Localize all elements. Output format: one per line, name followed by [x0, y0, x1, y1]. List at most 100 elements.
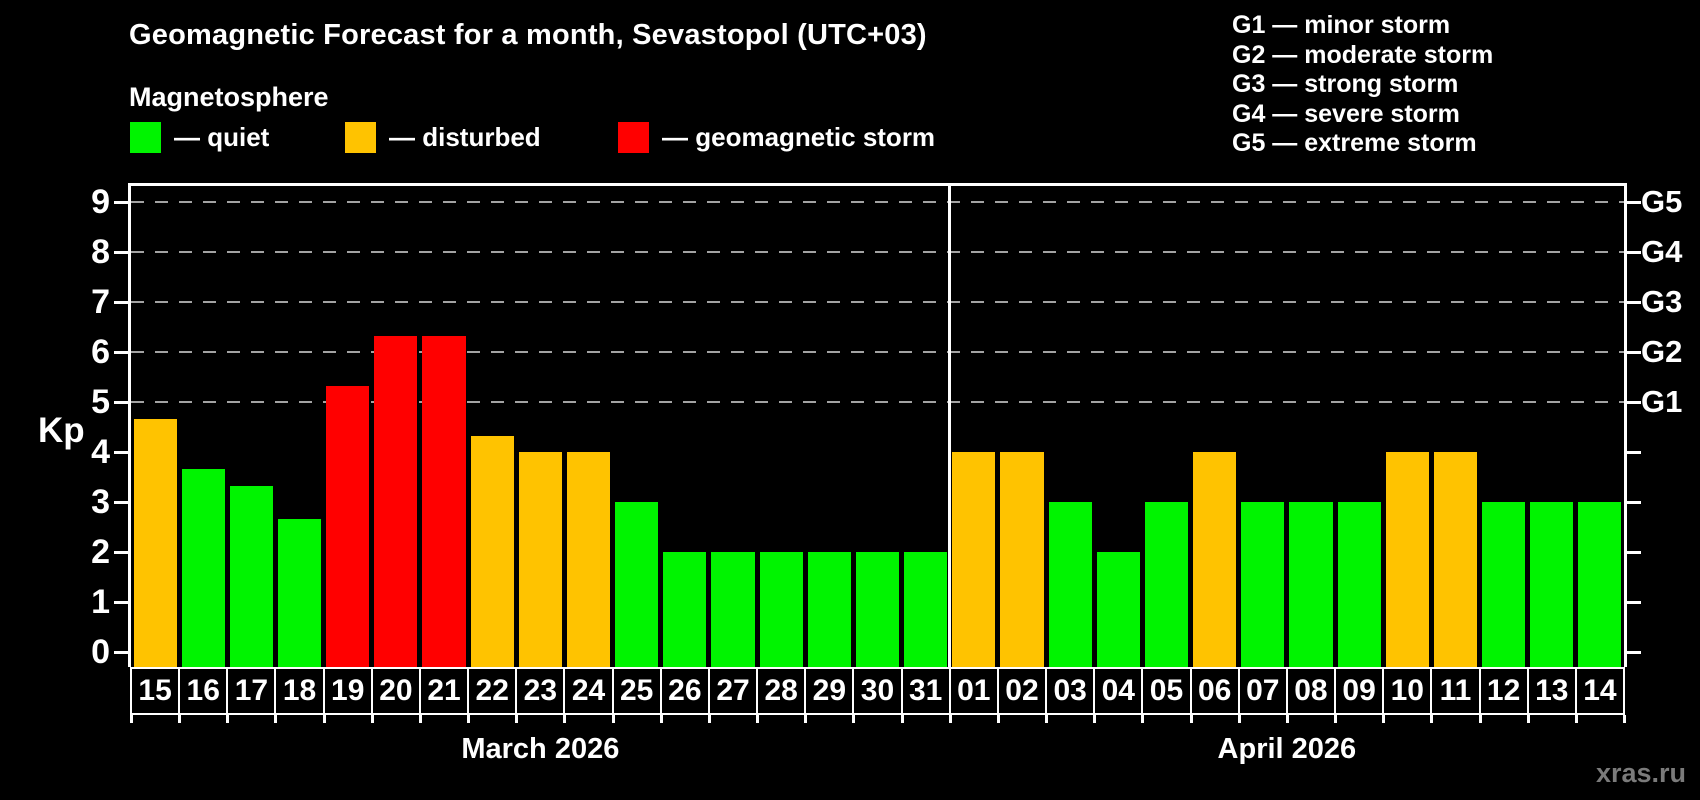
watermark: xras.ru [1595, 758, 1686, 788]
kp-bar [615, 502, 659, 667]
day-label: 16 [178, 667, 229, 715]
day-label: 08 [1285, 667, 1337, 715]
kp-axis-tick [114, 300, 131, 304]
plot-area [128, 183, 1627, 667]
magnetosphere-legend-heading: Magnetosphere [129, 82, 329, 112]
day-label: 19 [322, 667, 373, 715]
g1-legend-line: G1 — minor storm [1232, 11, 1451, 39]
kp-gridline [131, 201, 1624, 203]
g-axis-tick [1624, 350, 1641, 354]
kp-bar [1000, 452, 1044, 667]
day-label: 03 [1045, 667, 1096, 715]
day-label: 02 [996, 667, 1048, 715]
day-boundary-tick [1382, 715, 1386, 723]
day-label: 29 [804, 667, 855, 715]
kp-bar [952, 452, 996, 667]
day-boundary-tick [563, 715, 567, 723]
day-label: 27 [707, 667, 759, 715]
g-scale-axis-label: G4 [1641, 234, 1683, 269]
day-label: 25 [611, 667, 662, 715]
day-label: 24 [563, 667, 614, 715]
kp-bar [1096, 552, 1140, 667]
day-label: 17 [226, 667, 277, 715]
day-boundary-tick [1430, 715, 1434, 723]
kp-bar [229, 485, 273, 667]
kp-bar [1578, 502, 1622, 667]
kp-bar [1048, 502, 1092, 667]
g-axis-tick [1624, 550, 1641, 554]
day-label: 01 [948, 667, 999, 715]
day-boundary-tick [900, 715, 904, 723]
g-axis-tick [1624, 450, 1641, 454]
kp-axis-tick-label: 9 [91, 183, 110, 221]
kp-bar [277, 518, 322, 667]
day-boundary-tick [1141, 715, 1145, 723]
kp-bar [1482, 502, 1526, 667]
kp-axis-tick-label: 2 [91, 533, 110, 571]
day-boundary-tick [515, 715, 519, 723]
g-scale-axis-label: G3 [1641, 284, 1683, 319]
day-label: 22 [467, 667, 518, 715]
g-axis-tick [1624, 250, 1641, 254]
kp-bar [711, 552, 755, 667]
day-boundary-tick [852, 715, 856, 723]
kp-axis-tick-label: 5 [91, 383, 110, 421]
day-boundary-tick [418, 715, 422, 723]
kp-bar [133, 418, 177, 667]
kp-gridline [131, 351, 1624, 353]
g-axis-tick [1624, 650, 1641, 654]
kp-axis-tick-label: 4 [91, 433, 110, 471]
g-scale-axis-label: G2 [1641, 334, 1683, 369]
kp-bar [1241, 502, 1285, 667]
day-boundary-tick [1093, 715, 1097, 723]
kp-axis-tick [114, 400, 131, 404]
kp-bar [855, 552, 900, 667]
kp-gridline [131, 301, 1624, 303]
kp-axis-tick [114, 250, 131, 254]
day-label: 20 [370, 667, 421, 715]
day-label: 26 [659, 667, 710, 715]
storm-color-swatch [618, 122, 649, 153]
kp-bar [1385, 452, 1429, 667]
g5-legend-line: G5 — extreme storm [1232, 129, 1477, 158]
quiet-color-swatch [130, 122, 161, 153]
kp-bar [1433, 452, 1477, 667]
kp-bar [1193, 452, 1237, 667]
kp-axis-tick [114, 550, 131, 554]
day-label: 31 [900, 667, 951, 715]
g-axis-tick [1624, 400, 1641, 404]
day-label: 23 [515, 667, 566, 715]
legend-item-quiet: — quiet [130, 122, 269, 153]
legend-item-label: — disturbed [389, 122, 541, 152]
day-boundary-tick [948, 715, 952, 723]
kp-bar [470, 435, 514, 667]
kp-bar [518, 452, 562, 667]
day-label: 30 [852, 667, 903, 715]
day-label: 06 [1189, 667, 1240, 715]
day-label: 10 [1382, 667, 1433, 715]
day-label: 15 [130, 667, 181, 715]
day-label: 04 [1093, 667, 1144, 715]
day-boundary-tick [1574, 715, 1578, 723]
kp-bar [181, 468, 225, 667]
kp-bar [326, 385, 370, 667]
kp-axis-tick [114, 600, 131, 604]
kp-axis-tick [114, 350, 131, 354]
day-boundary-tick [1237, 715, 1241, 723]
g4-legend-line: G4 — severe storm [1232, 99, 1460, 128]
day-boundary-tick [370, 715, 374, 723]
day-boundary-tick [322, 715, 326, 723]
kp-bar [374, 335, 418, 667]
day-boundary-tick [1478, 715, 1482, 723]
day-boundary-tick [611, 715, 615, 723]
kp-gridline [131, 401, 1624, 403]
day-boundary-tick [996, 715, 1000, 723]
kp-bar [1530, 502, 1574, 667]
day-boundary-tick [467, 715, 471, 723]
kp-axis-tick [114, 500, 131, 504]
g-axis-tick [1624, 300, 1641, 304]
kp-bar [1144, 502, 1189, 667]
day-label: 18 [274, 667, 325, 715]
kp-bar [904, 552, 948, 667]
